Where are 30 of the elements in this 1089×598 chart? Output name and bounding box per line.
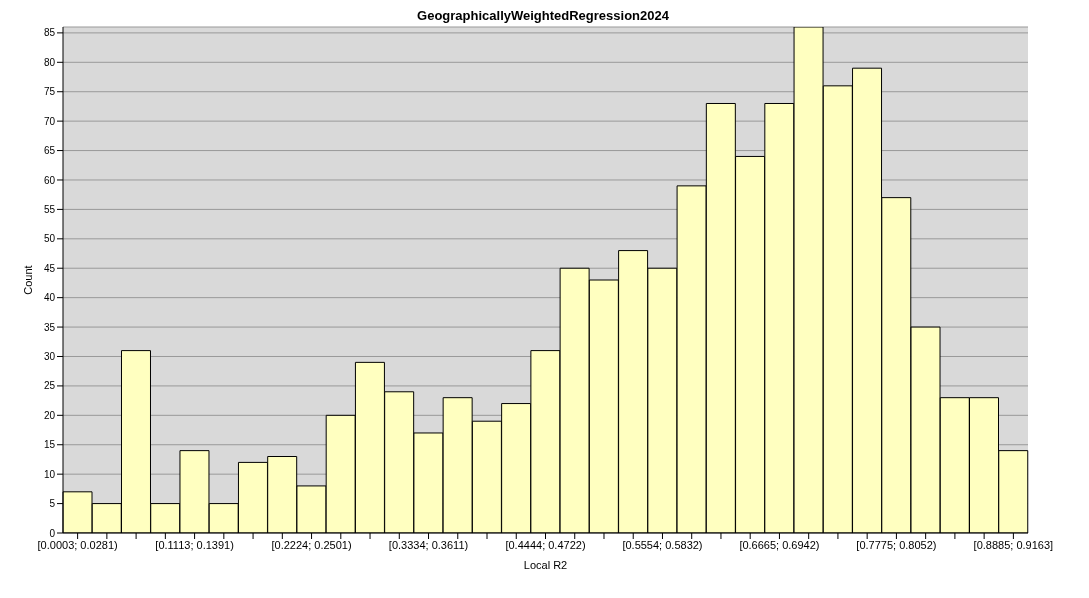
y-axis-title: Count	[21, 265, 34, 295]
x-tick-label: [0.6665; 0.6942)	[739, 538, 820, 551]
x-tick-label: [0.1113; 0.1391)	[155, 538, 234, 551]
y-tick-label: 60	[43, 174, 56, 186]
y-tick-label: 35	[43, 321, 56, 333]
y-tick-label: 45	[43, 262, 56, 274]
y-tick-label: 70	[43, 115, 56, 127]
y-tick-label: 65	[43, 145, 56, 157]
y-tick-label: 40	[43, 292, 56, 304]
y-tick-label: 15	[43, 439, 56, 451]
y-tick-label: 0	[49, 527, 56, 539]
y-tick-label: 25	[43, 380, 56, 392]
x-tick-label: [0.7775; 0.8052)	[856, 538, 937, 551]
y-tick-label: 55	[43, 203, 56, 215]
y-tick-label: 75	[43, 86, 56, 98]
x-axis-title: Local R2	[523, 559, 568, 571]
y-tick-label: 50	[43, 233, 56, 245]
y-tick-label: 85	[43, 27, 56, 39]
x-tick-label: [0.2224; 0.2501)	[271, 538, 352, 551]
y-tick-label: 30	[43, 351, 56, 363]
chart-title: GeographicallyWeightedRegression2024	[416, 8, 670, 23]
x-tick-label: [0.4444; 0.4722)	[505, 538, 586, 551]
y-tick-label: 20	[43, 409, 56, 421]
x-tick-label: [0.3334; 0.3611)	[388, 538, 469, 551]
x-tick-label: [0.5554; 0.5832)	[622, 538, 703, 551]
y-tick-label: 80	[43, 56, 56, 68]
y-tick-label: 5	[49, 498, 56, 510]
x-tick-label: [0.8885; 0.9163]	[973, 538, 1054, 551]
x-tick-label: [0.0003; 0.0281)	[37, 538, 118, 551]
y-tick-label: 10	[43, 468, 56, 480]
